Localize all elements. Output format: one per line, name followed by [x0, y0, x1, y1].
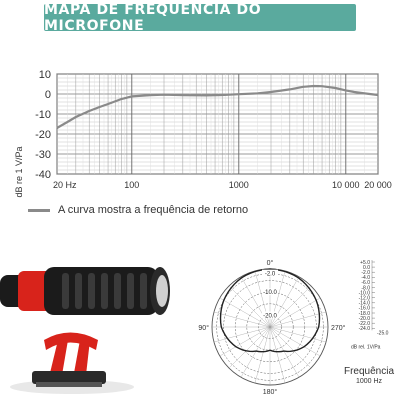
polar-scale-label: -6.0 — [361, 280, 370, 286]
polar-scale-unit: dB rel. 1V/Pa — [351, 345, 381, 351]
polar-scale-label: -4.0 — [361, 275, 370, 281]
polar-scale-label: 0.0 — [363, 265, 370, 271]
frequency-y-ticks: 10 0 -10 -20 -30 -40 — [35, 69, 51, 181]
frequency-y-tick-label: -10 — [35, 109, 51, 121]
mic-shockmount-right-leg — [74, 340, 90, 375]
frequency-x-tick-label: 20 Hz — [53, 180, 77, 190]
polar-spoke — [219, 326, 271, 357]
mic-shoe-mount — [32, 371, 106, 384]
polar-spoke — [240, 276, 271, 328]
page-title: MAPA DE FREQUÊNCIA DO MICROFONE — [44, 1, 262, 34]
polar-angle-180: 180° — [263, 388, 278, 396]
legend-label: A curva mostra a frequência de retorno — [58, 204, 249, 216]
frequency-y-tick-label: -30 — [35, 149, 51, 161]
frequency-response-curve — [56, 84, 379, 129]
microphone-illustration — [0, 267, 170, 394]
polar-scale-ticks: +5.00.0-2.0-4.0-6.0-8.0-10.0-12.0-14.0-1… — [359, 260, 375, 332]
mic-shockmount-bridge — [44, 332, 98, 350]
polar-ring-label: -10.0 — [263, 290, 277, 296]
polar-spoke — [254, 326, 271, 384]
polar-angle-90: 90° — [198, 324, 209, 332]
mic-grille-slot — [140, 273, 147, 309]
frequency-grid — [56, 73, 379, 175]
polar-scale-label: -10.0 — [359, 290, 371, 296]
frequency-y-tick-label: -20 — [35, 129, 51, 141]
polar-scale-label: -8.0 — [361, 285, 370, 291]
polar-spoke — [219, 297, 271, 328]
mic-shockmount-left-leg — [50, 340, 68, 375]
polar-scale-label: +5.0 — [360, 260, 370, 266]
polar-scale-label: -14.0 — [359, 301, 371, 307]
polar-ring-label: -20.0 — [263, 313, 277, 319]
frequency-x-tick-label: 100 — [124, 180, 139, 190]
frequency-x-tick-label: 10 000 — [332, 180, 360, 190]
polar-pattern-chart: 0° 90° 180° 270° -2.0 -10.0 -20.0 — [198, 259, 345, 396]
mic-grille-slot — [101, 273, 108, 309]
polar-ring-label: -2.0 — [265, 272, 276, 278]
polar-spoke — [269, 285, 312, 328]
polar-scale-label: -22.0 — [359, 321, 371, 327]
mic-grille-slot — [62, 273, 69, 309]
polar-spoke — [269, 326, 286, 384]
frequency-y-tick-label: -40 — [35, 169, 51, 181]
polar-scale-label: -24.0 — [359, 326, 371, 332]
polar-scale-label: -16.0 — [359, 306, 371, 312]
polar-grid — [211, 268, 329, 386]
mic-shoe-base — [36, 382, 102, 387]
polar-ring-label-bg — [262, 311, 278, 319]
polar-spoke — [269, 326, 321, 357]
polar-db-scale: +5.00.0-2.0-4.0-6.0-8.0-10.0-12.0-14.0-1… — [351, 260, 389, 351]
polar-angle-270: 270° — [331, 324, 345, 332]
y-axis-label: dB re 1 V/Pa — [14, 146, 24, 197]
polar-spoke — [269, 326, 312, 369]
frequency-response-chart: 100-10-20-30-40 20 Hz 100 1000 10 000 20 000… — [14, 69, 392, 198]
mic-grille-slots — [62, 273, 147, 309]
chart-legend: A curva mostra a frequência de retorno — [28, 204, 248, 216]
frequency-x-tick-label: 1000 — [229, 180, 249, 190]
polar-caption-title: Frequência — [343, 366, 395, 377]
polar-ring-label-bg — [262, 288, 278, 296]
mic-front-mesh — [156, 275, 168, 307]
mic-grille-slot — [114, 273, 121, 309]
mic-grille-slot — [88, 273, 95, 309]
polar-scale-label: -20.0 — [359, 316, 371, 322]
polar-spoke — [269, 276, 300, 328]
mic-grille-slot — [75, 273, 82, 309]
polar-spoke — [269, 326, 300, 378]
polar-angle-0: 0° — [267, 259, 274, 267]
mic-grille-slot — [127, 273, 134, 309]
polar-spoke — [228, 326, 271, 369]
frequency-y-tick-label: 0 — [45, 89, 51, 101]
polar-scale-label: -12.0 — [359, 296, 371, 302]
polar-spoke — [213, 326, 271, 343]
polar-scale-label: -2.0 — [361, 270, 370, 276]
polar-pattern-curve — [219, 268, 321, 353]
polar-ring-labels: -2.0 -10.0 -20.0 — [262, 269, 278, 319]
polar-caption: Frequência 1000 Hz — [342, 366, 396, 385]
title-banner: MAPA DE FREQUÊNCIA DO MICROFONE — [44, 1, 356, 34]
polar-spoke — [213, 311, 271, 328]
polar-spoke — [228, 285, 271, 328]
polar-spoke — [240, 326, 271, 378]
frequency-y-tick-label: 10 — [39, 69, 51, 81]
polar-spoke — [269, 311, 327, 328]
frequency-x-tick-label: 20 000 — [364, 180, 392, 190]
polar-scale-side-label: -25.0 — [377, 330, 389, 336]
frequency-plot-frame — [56, 73, 379, 175]
polar-spoke — [269, 326, 327, 343]
frequency-x-ticks: 20 Hz 100 1000 10 000 20 000 — [53, 180, 392, 190]
polar-ring-label-bg — [262, 269, 278, 277]
polar-caption-frequency: 1000 Hz — [355, 378, 383, 385]
legend-line-swatch — [28, 208, 50, 212]
polar-spoke — [269, 297, 321, 328]
polar-scale-label: -18.0 — [359, 311, 371, 317]
